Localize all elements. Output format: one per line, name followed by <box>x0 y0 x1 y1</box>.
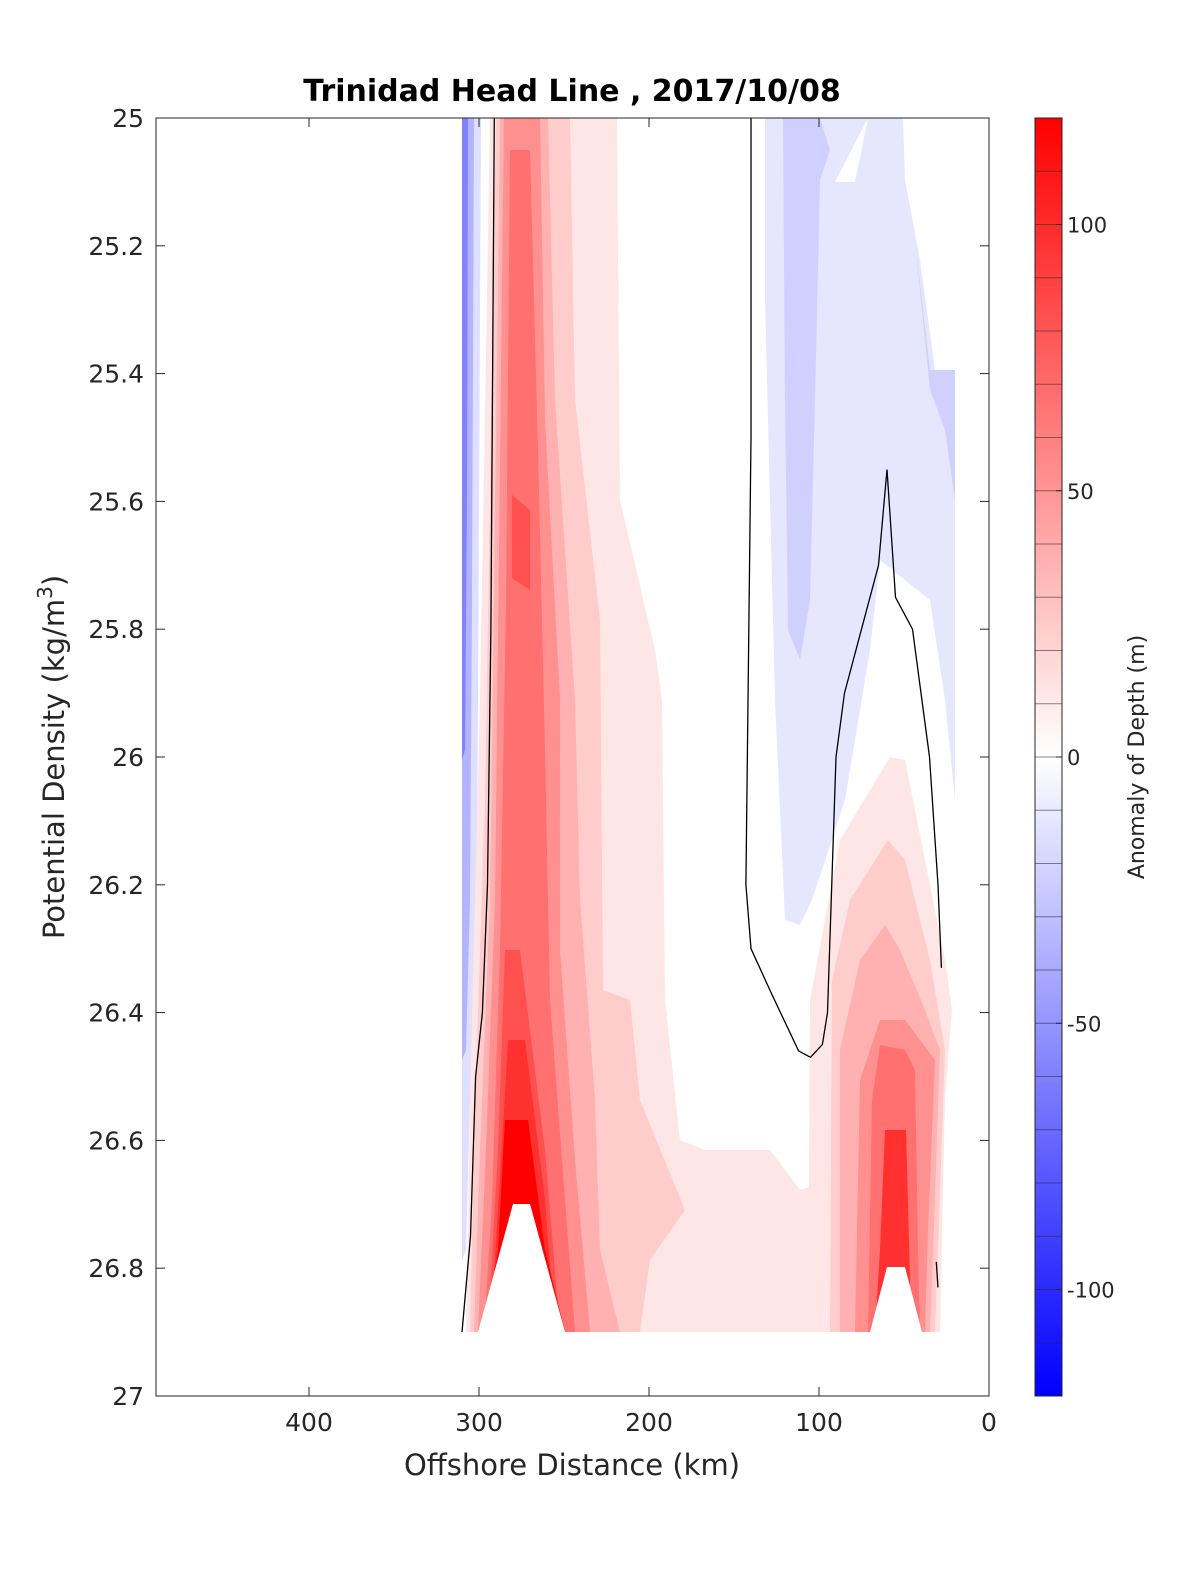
y-axis-label: Potential Density (kg/m3) <box>33 575 71 939</box>
y-axis-label-superscript: 3 <box>33 586 57 599</box>
colorbar: 100 50 0 -50 -100 <box>1034 117 1115 1397</box>
colorbar-tick-label: 50 <box>1067 480 1094 504</box>
colorbar-tick-label: -50 <box>1067 1012 1101 1036</box>
y-tick-label: 25 <box>112 104 144 133</box>
y-tick-label: 25.2 <box>88 232 144 261</box>
field-positive-inshore-gap <box>870 1267 922 1332</box>
x-tick-label: 300 <box>455 1408 503 1437</box>
colorbar-tick-label: 0 <box>1067 746 1080 770</box>
zero-contour-layer <box>461 118 943 1333</box>
zero-contour-line <box>935 1261 939 1288</box>
colorbar-tick-label: 100 <box>1067 214 1107 238</box>
y-tick-label: 26 <box>112 743 144 772</box>
y-tick-label: 26.8 <box>88 1254 144 1283</box>
y-axis-label-tail: ) <box>37 575 71 586</box>
y-axis-label-main: Potential Density (kg/m <box>37 599 71 939</box>
x-axis: 400 300 200 100 0 <box>285 118 997 1437</box>
contour-fill-layer <box>462 118 955 1332</box>
field-positive-main-gap <box>478 1204 565 1332</box>
y-axis: 25 25.2 25.4 25.6 25.8 26 26.2 26.4 26.6 26.8 27 <box>88 104 989 1411</box>
colorbar-ticks: 100 50 0 -50 -100 <box>1056 214 1115 1303</box>
x-axis-label: Offshore Distance (km) <box>404 1448 740 1482</box>
x-tick-label: 400 <box>285 1408 333 1437</box>
y-tick-label: 25.6 <box>88 487 144 516</box>
y-tick-label: 26.6 <box>88 1126 144 1155</box>
x-tick-label: 0 <box>981 1408 997 1437</box>
y-tick-label: 25.8 <box>88 615 144 644</box>
colorbar-tick-label: -100 <box>1067 1279 1115 1303</box>
zero-contour-line <box>745 118 943 1059</box>
zero-contour-line <box>461 118 495 1333</box>
field-negative-west-core <box>462 118 468 760</box>
field-negative-east-mid <box>783 118 955 660</box>
y-tick-label: 25.4 <box>88 360 144 389</box>
colorbar-label: Anomaly of Depth (m) <box>1125 635 1150 879</box>
y-tick-label: 27 <box>112 1382 144 1411</box>
y-tick-label: 26.4 <box>88 999 144 1028</box>
x-tick-label: 100 <box>795 1408 843 1437</box>
x-tick-label: 200 <box>625 1408 673 1437</box>
y-tick-label: 26.2 <box>88 871 144 900</box>
chart-title: Trinidad Head Line , 2017/10/08 <box>303 74 840 109</box>
